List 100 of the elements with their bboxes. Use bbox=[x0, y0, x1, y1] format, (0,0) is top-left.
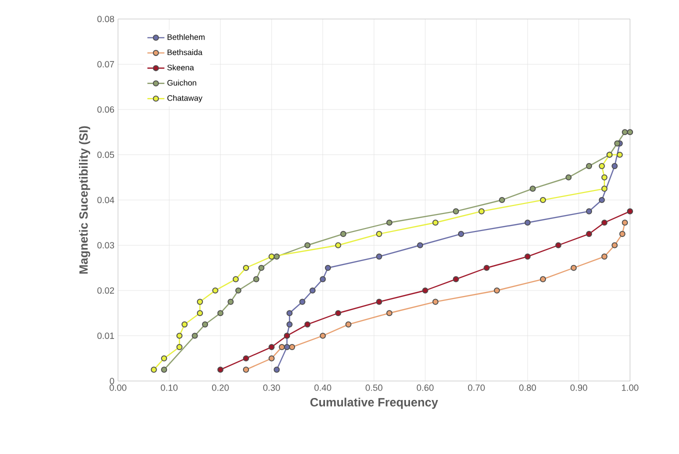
point bbox=[192, 332, 198, 339]
point bbox=[622, 220, 628, 226]
x-tick-label: 0.80 bbox=[519, 384, 536, 391]
y-axis-title: Magnetic Suceptibility (SI) bbox=[79, 126, 90, 274]
x-tick-label: 0.90 bbox=[570, 384, 588, 391]
y-tick-label: 0.04 bbox=[97, 196, 114, 204]
point bbox=[484, 264, 490, 271]
point bbox=[524, 220, 531, 226]
point bbox=[452, 208, 459, 214]
x-tick-label: 0.40 bbox=[314, 384, 332, 391]
point bbox=[286, 321, 293, 328]
x-axis-title: Cumulative Frequency bbox=[310, 398, 438, 409]
point bbox=[555, 242, 562, 248]
point bbox=[253, 276, 260, 282]
point bbox=[458, 230, 464, 237]
point bbox=[524, 254, 531, 260]
point bbox=[320, 332, 326, 339]
point bbox=[304, 321, 310, 328]
point bbox=[601, 174, 608, 180]
point bbox=[612, 163, 618, 170]
point bbox=[268, 254, 275, 260]
point bbox=[228, 298, 234, 305]
point bbox=[498, 196, 506, 204]
point bbox=[268, 355, 275, 362]
point bbox=[202, 321, 208, 328]
point bbox=[540, 276, 546, 282]
point bbox=[601, 254, 608, 260]
y-tick-label: 0.02 bbox=[97, 287, 114, 294]
point bbox=[530, 186, 536, 192]
x-tick-label: 1.00 bbox=[622, 384, 638, 391]
point bbox=[432, 298, 438, 305]
point bbox=[242, 264, 250, 271]
point bbox=[304, 242, 310, 248]
point bbox=[340, 230, 346, 237]
point bbox=[274, 254, 280, 260]
point bbox=[320, 276, 326, 282]
x-tick-label: 0.70 bbox=[468, 384, 485, 391]
point bbox=[335, 310, 342, 316]
point bbox=[601, 220, 608, 226]
point bbox=[335, 242, 342, 248]
x-tick-label: 0.60 bbox=[416, 384, 434, 391]
point bbox=[310, 287, 316, 294]
point bbox=[612, 242, 618, 248]
y-tick-label: 0.01 bbox=[97, 332, 114, 339]
point bbox=[161, 355, 168, 362]
point bbox=[196, 298, 203, 305]
point bbox=[601, 186, 608, 192]
y-tick-label: 0.03 bbox=[97, 242, 114, 248]
point bbox=[598, 163, 605, 170]
y-tick-label: 0.06 bbox=[97, 106, 114, 113]
x-tick-label: 0.50 bbox=[366, 384, 382, 391]
point bbox=[150, 366, 157, 373]
point bbox=[232, 276, 239, 282]
point bbox=[386, 310, 392, 316]
point bbox=[176, 332, 182, 339]
point bbox=[376, 254, 382, 260]
y-tick-label: 0.07 bbox=[97, 61, 114, 68]
point bbox=[494, 287, 500, 294]
point bbox=[345, 321, 352, 328]
point bbox=[161, 366, 168, 373]
x-tick-label: 0.10 bbox=[160, 384, 178, 391]
point bbox=[235, 287, 242, 294]
point bbox=[566, 174, 572, 180]
point bbox=[586, 230, 592, 237]
point bbox=[217, 366, 224, 373]
point bbox=[278, 344, 285, 350]
point bbox=[622, 129, 628, 136]
point bbox=[217, 310, 224, 316]
point bbox=[626, 129, 634, 136]
point bbox=[586, 163, 592, 170]
point bbox=[286, 310, 293, 316]
y-tick-label: 0.08 bbox=[97, 16, 114, 22]
x-tick-label: 0.30 bbox=[263, 384, 280, 391]
point bbox=[324, 264, 331, 271]
point bbox=[452, 276, 459, 282]
point bbox=[289, 344, 296, 350]
point bbox=[258, 264, 264, 271]
x-tick-label: 0.00 bbox=[110, 384, 126, 391]
point bbox=[274, 366, 280, 373]
point bbox=[478, 208, 485, 214]
point bbox=[242, 355, 250, 362]
point bbox=[212, 287, 218, 294]
point bbox=[182, 321, 188, 328]
point bbox=[299, 298, 306, 305]
y-tick-label: 0 bbox=[110, 378, 114, 384]
point bbox=[422, 287, 428, 294]
point bbox=[432, 220, 438, 226]
point bbox=[386, 220, 392, 226]
y-tick-label: 0.05 bbox=[97, 152, 114, 158]
point bbox=[540, 196, 546, 204]
point bbox=[586, 208, 592, 214]
point bbox=[176, 344, 182, 350]
point bbox=[417, 242, 424, 248]
point bbox=[376, 230, 382, 237]
point bbox=[598, 196, 605, 204]
point bbox=[242, 366, 250, 373]
point bbox=[616, 152, 623, 158]
x-tick-label: 0.20 bbox=[212, 384, 229, 391]
point bbox=[614, 140, 620, 146]
point bbox=[626, 208, 634, 214]
